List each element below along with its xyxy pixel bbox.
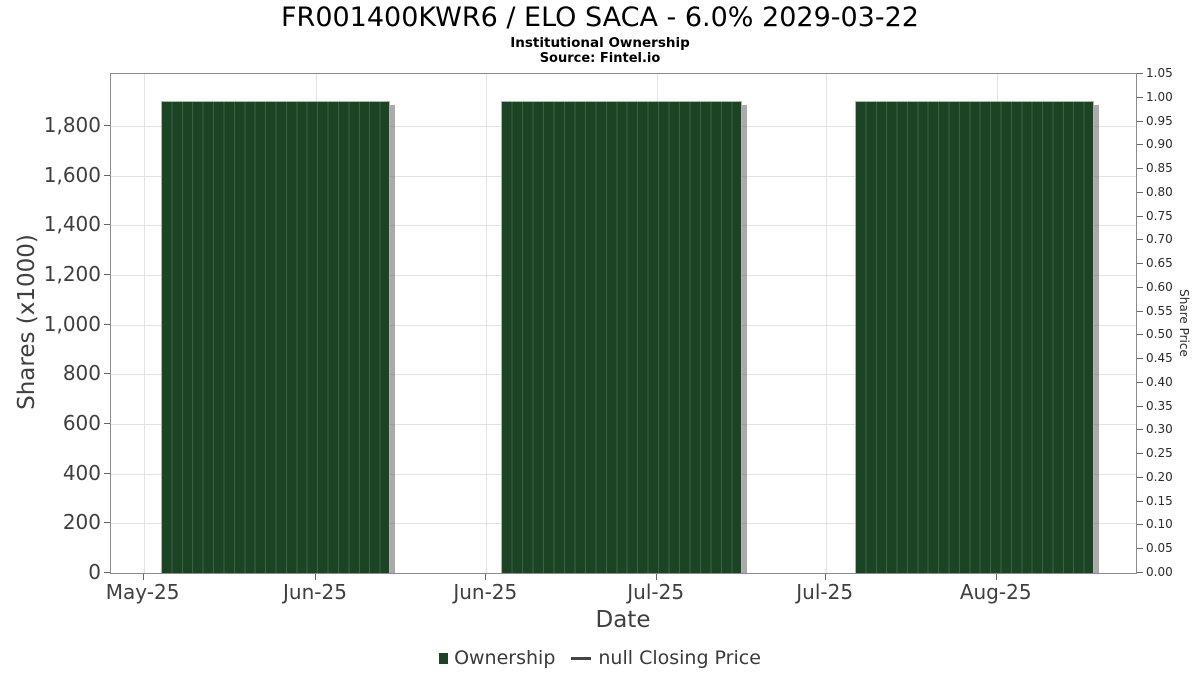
ownership-bar-group bbox=[501, 101, 742, 573]
right-axis-tick bbox=[1137, 548, 1143, 550]
right-axis-tick-label: 0.40 bbox=[1146, 374, 1173, 389]
right-axis-tick bbox=[1137, 429, 1143, 431]
right-axis-tick-label: 0.50 bbox=[1146, 327, 1173, 342]
closing-price-line-icon bbox=[571, 656, 592, 660]
ownership-bar-group bbox=[855, 101, 1094, 573]
right-axis-tick bbox=[1137, 405, 1143, 407]
right-axis-tick bbox=[1137, 144, 1143, 146]
left-axis-tick bbox=[104, 472, 110, 474]
right-axis-tick bbox=[1137, 476, 1143, 478]
x-axis-title: Date bbox=[595, 607, 651, 633]
left-axis-tick-label: 200 bbox=[62, 510, 101, 535]
left-axis-tick bbox=[104, 522, 110, 524]
chart-title: FR001400KWR6 / ELO SACA - 6.0% 2029-03-2… bbox=[281, 2, 919, 33]
left-axis-tick-label: 1,200 bbox=[43, 262, 101, 287]
right-axis-tick bbox=[1137, 215, 1143, 217]
right-axis-title: Share Price bbox=[1177, 289, 1191, 357]
gridline-vertical bbox=[486, 74, 488, 573]
right-axis-tick-label: 0.65 bbox=[1146, 256, 1173, 271]
right-axis-tick-label: 0.95 bbox=[1146, 113, 1173, 128]
left-axis-tick-label: 1,000 bbox=[43, 311, 101, 336]
left-axis-tick bbox=[104, 423, 110, 425]
right-axis-tick bbox=[1137, 120, 1143, 122]
right-axis-tick bbox=[1137, 239, 1143, 241]
left-axis-tick-label: 0 bbox=[88, 560, 101, 584]
x-axis-tick-label: Jun-25 bbox=[283, 580, 347, 604]
right-axis-tick bbox=[1137, 263, 1143, 265]
x-axis-tick-label: Jun-25 bbox=[453, 580, 518, 604]
right-axis-tick bbox=[1137, 358, 1143, 360]
right-axis-tick bbox=[1137, 572, 1143, 573]
right-axis-tick bbox=[1137, 191, 1143, 193]
right-axis-tick-label: 0.30 bbox=[1146, 422, 1173, 437]
left-axis-tick bbox=[104, 373, 110, 375]
left-axis-tick-label: 1,600 bbox=[43, 162, 101, 187]
gridline-vertical bbox=[825, 74, 827, 573]
ownership-bar-swatch-icon bbox=[439, 652, 449, 664]
left-axis-tick-label: 1,400 bbox=[43, 212, 101, 237]
chart-subtitle: Institutional Ownership bbox=[510, 35, 690, 51]
right-axis-tick-label: 0.70 bbox=[1146, 232, 1173, 247]
right-axis-tick-label: 0.55 bbox=[1146, 303, 1173, 318]
right-axis-tick bbox=[1137, 286, 1143, 288]
left-axis-tick bbox=[104, 174, 110, 176]
right-axis-tick-label: 0.90 bbox=[1146, 137, 1173, 152]
legend: Ownership null Closing Price bbox=[0, 645, 1200, 671]
right-axis-tick-label: 0.35 bbox=[1146, 398, 1173, 413]
right-axis-tick bbox=[1137, 96, 1143, 98]
legend-label-ownership: Ownership bbox=[454, 647, 556, 669]
ownership-bar-group bbox=[161, 101, 390, 573]
right-axis-tick-label: 0.25 bbox=[1146, 446, 1173, 461]
right-axis-tick-label: 0.00 bbox=[1146, 565, 1173, 579]
right-axis-tick-label: 1.00 bbox=[1146, 89, 1173, 104]
right-axis-tick-label: 0.75 bbox=[1146, 208, 1173, 223]
left-axis-tick-label: 600 bbox=[62, 411, 101, 436]
x-axis-tick bbox=[995, 574, 997, 580]
x-axis-tick bbox=[485, 574, 487, 580]
right-axis-tick bbox=[1137, 73, 1143, 74]
right-axis-tick-label: 0.05 bbox=[1146, 541, 1173, 556]
right-axis-tick bbox=[1137, 500, 1143, 502]
x-axis-tick-label: May-25 bbox=[105, 580, 180, 604]
right-axis-tick-label: 1.05 bbox=[1146, 66, 1173, 80]
right-axis-tick-label: 0.45 bbox=[1146, 351, 1173, 366]
left-axis-tick-label: 400 bbox=[62, 460, 101, 485]
right-axis-tick-label: 0.10 bbox=[1146, 517, 1173, 532]
left-axis-tick bbox=[104, 572, 110, 573]
left-axis-tick-label: 1,800 bbox=[43, 113, 101, 138]
right-axis-tick bbox=[1137, 334, 1143, 336]
left-axis-tick bbox=[104, 274, 110, 276]
x-axis-tick bbox=[315, 574, 316, 580]
x-axis-tick-label: Jul-25 bbox=[796, 580, 854, 604]
plot-area bbox=[110, 73, 1137, 574]
x-axis-tick-label: Jul-25 bbox=[627, 580, 685, 604]
left-axis-tick-label: 800 bbox=[62, 361, 101, 386]
left-axis-tick bbox=[104, 323, 110, 325]
right-axis-tick-label: 0.80 bbox=[1146, 184, 1173, 199]
x-axis-tick bbox=[824, 574, 826, 580]
right-axis-tick bbox=[1137, 453, 1143, 455]
right-axis-tick-label: 0.85 bbox=[1146, 161, 1173, 176]
left-axis-tick bbox=[104, 125, 110, 127]
x-axis-tick-label: Aug-25 bbox=[959, 580, 1032, 604]
right-axis-tick-label: 0.15 bbox=[1146, 493, 1173, 508]
right-axis-tick bbox=[1137, 310, 1143, 312]
left-axis-tick bbox=[104, 224, 110, 226]
right-axis-tick bbox=[1137, 524, 1143, 526]
legend-label-closing-price: null Closing Price bbox=[598, 647, 761, 669]
right-axis-tick bbox=[1137, 168, 1143, 170]
right-axis-tick bbox=[1137, 381, 1143, 383]
chart-source: Source: Fintel.io bbox=[539, 51, 661, 66]
gridline-vertical bbox=[143, 74, 145, 573]
right-axis-tick-label: 0.20 bbox=[1146, 469, 1173, 484]
right-axis-tick-label: 0.60 bbox=[1146, 279, 1173, 294]
x-axis-tick bbox=[142, 574, 144, 580]
x-axis-tick bbox=[655, 574, 657, 580]
